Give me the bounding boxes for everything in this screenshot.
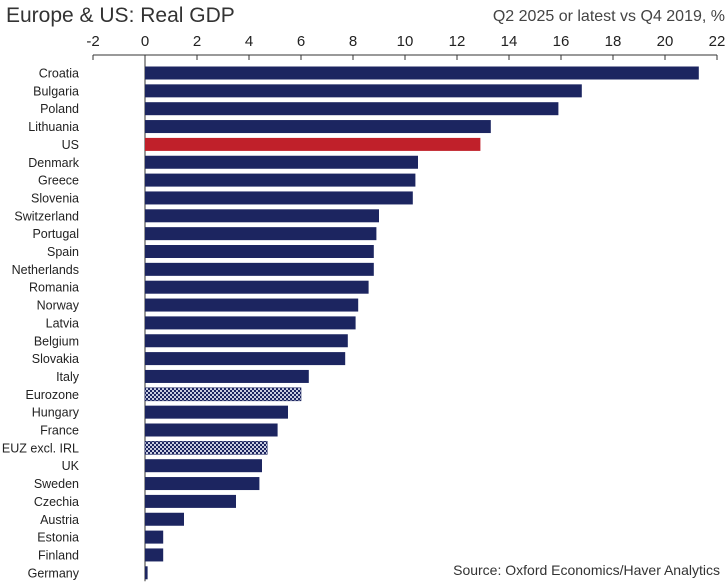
chart-subtitle: Q2 2025 or latest vs Q4 2019, % bbox=[492, 8, 725, 25]
bar bbox=[144, 387, 302, 402]
category-label: Switzerland bbox=[14, 209, 79, 223]
category-labels: Croatia Bulgaria Poland Lithuania US Denmark G… bbox=[2, 67, 80, 581]
source-note: Source: Oxford Economics/Haver Analytics bbox=[453, 562, 720, 578]
category-label: Croatia bbox=[39, 67, 79, 81]
bar bbox=[145, 477, 260, 491]
x-tick-label: 16 bbox=[553, 33, 570, 50]
bar bbox=[145, 405, 288, 419]
category-label: Czechia bbox=[34, 495, 79, 509]
category-label: EUZ excl. IRL bbox=[2, 441, 79, 455]
bar bbox=[145, 84, 582, 98]
bar bbox=[145, 137, 481, 151]
x-tick-label: 8 bbox=[349, 33, 357, 50]
bar bbox=[145, 316, 356, 330]
x-tick-label: 10 bbox=[397, 33, 414, 50]
category-label: Greece bbox=[38, 174, 79, 188]
bar bbox=[145, 530, 164, 544]
bar bbox=[144, 441, 268, 455]
category-label: Hungary bbox=[32, 406, 80, 420]
bar bbox=[145, 512, 184, 526]
category-label: Lithuania bbox=[28, 120, 79, 134]
category-label: Finland bbox=[38, 548, 79, 562]
category-label: France bbox=[40, 424, 79, 438]
category-label: Portugal bbox=[32, 227, 79, 241]
bar bbox=[145, 191, 413, 205]
category-label: US bbox=[62, 138, 79, 152]
bar bbox=[145, 262, 374, 276]
x-tick-label: 18 bbox=[605, 33, 622, 50]
bar bbox=[145, 459, 262, 473]
x-tick-label: 2 bbox=[193, 33, 201, 50]
bar bbox=[145, 298, 359, 312]
category-label: Germany bbox=[28, 566, 80, 580]
bar bbox=[145, 173, 416, 187]
chart-title: Europe & US: Real GDP bbox=[6, 4, 235, 27]
x-tick-label: 14 bbox=[501, 33, 518, 50]
category-label: Romania bbox=[29, 281, 79, 295]
x-tick-label: 12 bbox=[449, 33, 466, 50]
category-label: Latvia bbox=[46, 316, 79, 330]
bar bbox=[145, 280, 369, 294]
category-label: Bulgaria bbox=[33, 84, 79, 98]
category-label: Denmark bbox=[28, 156, 79, 170]
bar bbox=[145, 102, 559, 116]
bar bbox=[145, 548, 164, 562]
category-label: UK bbox=[62, 459, 80, 473]
x-tick-label: 22 bbox=[709, 33, 726, 50]
category-label: Estonia bbox=[37, 531, 79, 545]
x-tick-label: 0 bbox=[141, 33, 149, 50]
category-label: Slovakia bbox=[32, 352, 79, 366]
category-label: Norway bbox=[37, 299, 80, 313]
category-label: Poland bbox=[40, 102, 79, 116]
bar bbox=[145, 245, 374, 258]
bar bbox=[145, 227, 377, 241]
bar bbox=[145, 494, 236, 508]
category-label: Spain bbox=[47, 245, 79, 259]
category-label: Eurozone bbox=[25, 388, 79, 402]
category-label: Austria bbox=[40, 513, 79, 527]
category-label: Slovenia bbox=[31, 191, 79, 205]
category-label: Belgium bbox=[34, 334, 79, 348]
x-tick-label: 20 bbox=[657, 33, 674, 50]
x-tick-label: 6 bbox=[297, 33, 305, 50]
bars bbox=[144, 66, 699, 580]
bar bbox=[145, 66, 699, 80]
bar bbox=[145, 155, 418, 169]
bar bbox=[145, 369, 309, 383]
category-label: Italy bbox=[56, 370, 80, 384]
bar bbox=[145, 352, 346, 366]
x-tick-label: -2 bbox=[86, 33, 99, 50]
bar bbox=[145, 566, 148, 580]
x-tick-label: 4 bbox=[245, 33, 253, 50]
bar bbox=[145, 334, 348, 348]
bar bbox=[145, 209, 379, 223]
bar bbox=[145, 423, 278, 437]
bar bbox=[145, 120, 491, 134]
category-label: Sweden bbox=[34, 477, 79, 491]
category-label: Netherlands bbox=[12, 263, 79, 277]
